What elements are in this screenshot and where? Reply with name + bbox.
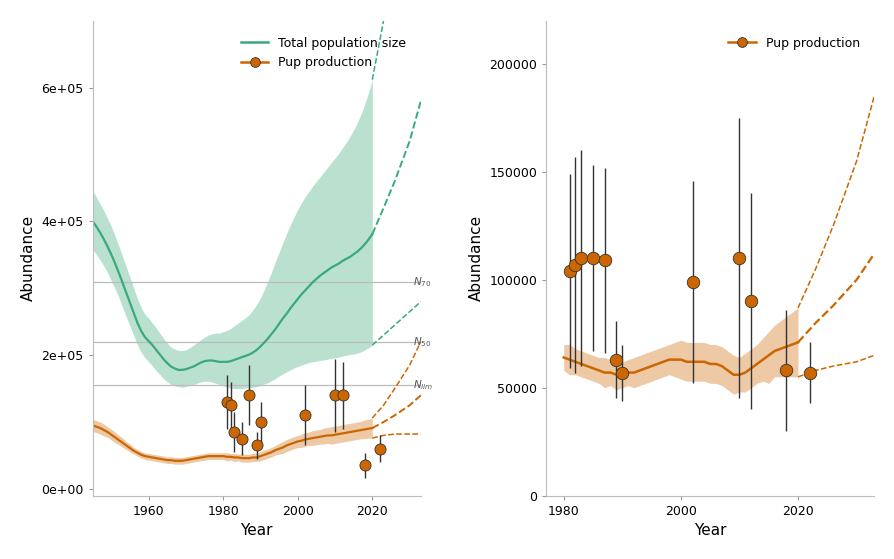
X-axis label: Year: Year — [693, 523, 726, 538]
Text: $N_{70}$: $N_{70}$ — [413, 274, 432, 288]
Y-axis label: Abundance: Abundance — [468, 215, 483, 301]
Y-axis label: Abundance: Abundance — [21, 215, 36, 301]
Legend: Pup production: Pup production — [722, 32, 864, 55]
Text: $N_{50}$: $N_{50}$ — [413, 335, 432, 349]
X-axis label: Year: Year — [240, 523, 273, 538]
Text: $N_{lim}$: $N_{lim}$ — [413, 378, 434, 392]
Legend: Total population size, Pup production: Total population size, Pup production — [235, 32, 411, 74]
